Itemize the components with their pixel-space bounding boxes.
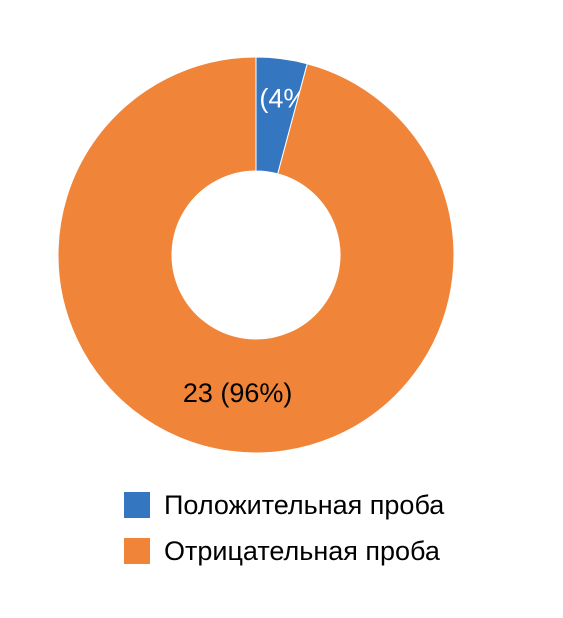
legend-label-negative: Отрицательная проба <box>164 535 440 566</box>
legend-item-negative: Отрицательная проба <box>124 535 444 566</box>
legend-item-positive: Положительная проба <box>124 489 445 520</box>
legend: Положительная проба Отрицательная проба <box>124 489 445 584</box>
donut-slice-negative <box>57 56 455 454</box>
legend-swatch-negative <box>124 538 150 564</box>
legend-swatch-positive <box>124 492 150 518</box>
data-label-negative: 23 (96%) <box>183 378 293 408</box>
donut-chart: 1 (4%)23 (96%) <box>57 56 455 454</box>
legend-label-positive: Положительная проба <box>164 489 445 520</box>
